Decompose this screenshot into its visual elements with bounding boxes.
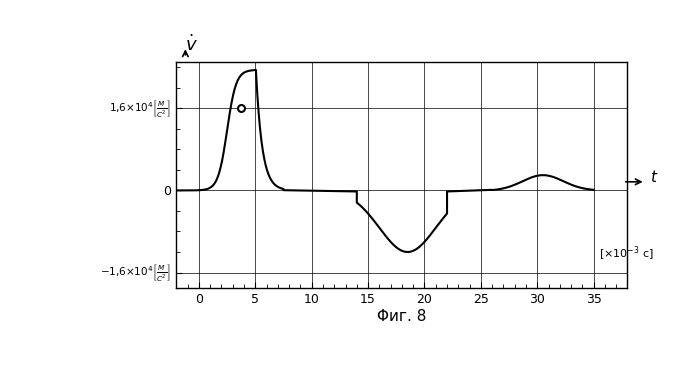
Text: $1{,}6{\times}10^4\left[\frac{M}{C^2}\right]$: $1{,}6{\times}10^4\left[\frac{M}{C^2}\ri… [109, 98, 171, 119]
Text: $\dot{v}$: $\dot{v}$ [185, 35, 199, 56]
X-axis label: Φиг. 8: Φиг. 8 [377, 308, 426, 323]
Text: $[\times10^{-3}\ \mathsf{c}]$: $[\times10^{-3}\ \mathsf{c}]$ [599, 245, 654, 263]
Text: $t$: $t$ [650, 169, 658, 185]
Text: $-1{,}6{\times}10^4\left[\frac{M}{C^2}\right]$: $-1{,}6{\times}10^4\left[\frac{M}{C^2}\r… [100, 262, 171, 283]
